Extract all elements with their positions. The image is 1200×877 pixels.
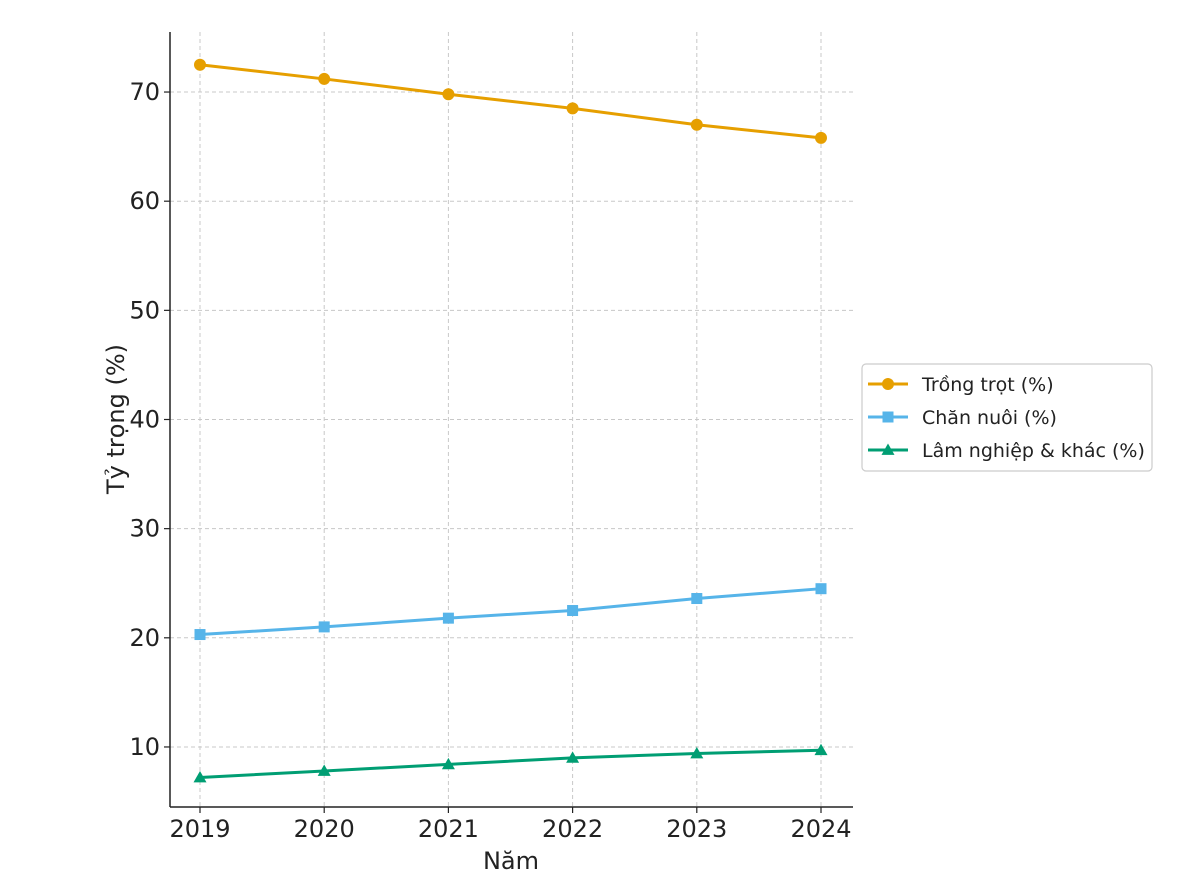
data-point-series-3: [566, 751, 580, 763]
data-point-series-2: [318, 621, 330, 633]
data-point-series-2: [194, 629, 206, 641]
data-point-series-2: [815, 583, 827, 595]
series-lines: [199, 63, 822, 780]
x-tick-label: 2024: [790, 815, 851, 843]
legend-label-2: Chăn nuôi (%): [922, 407, 1057, 429]
data-point-series-2: [442, 612, 454, 624]
series-line-1: [199, 63, 822, 140]
legend-label-1: Trồng trọt (%): [921, 374, 1054, 396]
legend-marker-2: [882, 411, 894, 423]
x-tick-label: 2019: [169, 815, 230, 843]
axes: [169, 32, 853, 808]
y-ticks: 10 20 30 40 50 60 70: [129, 78, 170, 761]
x-ticks: 2019 2020 2021 2022 2023 2024: [169, 807, 852, 843]
x-axis-title: Năm: [483, 847, 539, 875]
data-point-series-1: [442, 88, 455, 101]
y-tick-label: 50: [129, 296, 160, 324]
data-point-series-3: [814, 743, 828, 756]
data-point-series-3: [317, 764, 331, 776]
legend-marker-1: [882, 378, 894, 390]
x-tick-label: 2020: [294, 815, 355, 843]
data-point-series-1: [194, 58, 206, 71]
x-tick-label: 2023: [666, 815, 727, 843]
data-point-series-1: [690, 118, 703, 131]
data-point-series-3: [690, 747, 704, 759]
y-tick-label: 30: [129, 515, 160, 543]
legend-marker-3: [881, 443, 895, 455]
series-line-2: [199, 587, 822, 637]
y-tick-label: 40: [129, 406, 160, 434]
data-point-series-1: [318, 72, 331, 85]
y-tick-label: 70: [129, 78, 160, 106]
data-point-series-1: [566, 102, 579, 115]
y-tick-label: 20: [129, 624, 160, 652]
y-tick-label: 60: [129, 187, 160, 215]
y-tick-label: 10: [129, 733, 160, 761]
x-tick-label: 2021: [418, 815, 479, 843]
data-point-series-1: [815, 131, 827, 144]
data-point-series-3: [193, 771, 207, 783]
data-point-series-3: [441, 757, 455, 770]
data-point-series-2: [691, 593, 703, 605]
y-axis-title: Tỷ trọng (%): [102, 344, 130, 495]
series-markers: [193, 58, 828, 783]
legend-label-3: Lâm nghiệp & khác (%): [922, 440, 1145, 462]
data-point-series-2: [567, 605, 579, 617]
x-tick-label: 2022: [542, 815, 603, 843]
legend-box: [861, 363, 1153, 472]
legend: Trồng trọt (%) Chăn nuôi (%) Lâm nghiệp & …: [861, 363, 1153, 472]
series-line-3: [199, 748, 822, 780]
grid-lines: [170, 32, 853, 807]
